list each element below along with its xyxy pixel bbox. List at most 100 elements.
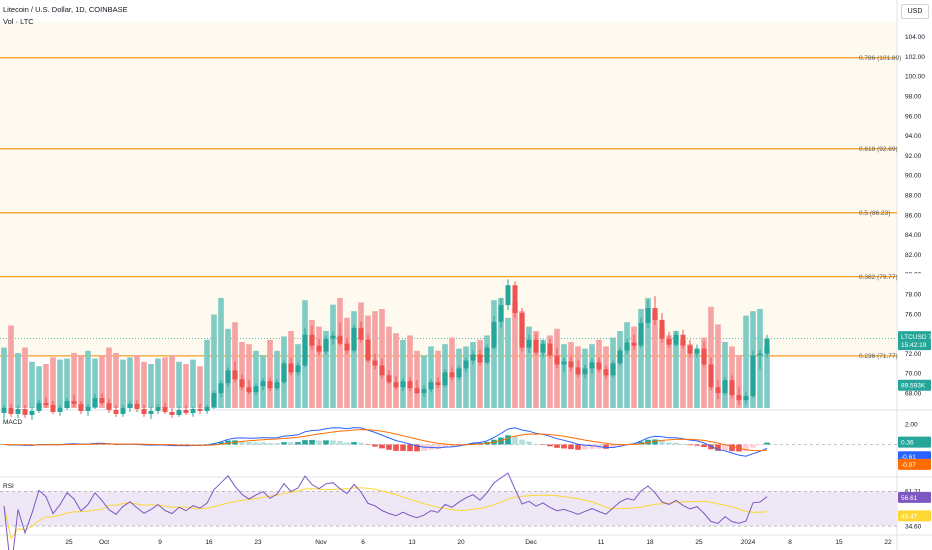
macd-histogram-bar xyxy=(365,444,371,445)
candle-body xyxy=(99,398,105,404)
volume-bar xyxy=(645,298,651,408)
price-tick-label: 82.00 xyxy=(905,252,922,259)
candle-body xyxy=(379,365,385,376)
macd-histogram-bar xyxy=(757,444,763,446)
macd-histogram-bar xyxy=(309,439,315,445)
macd-histogram-bar xyxy=(253,442,259,445)
candle-body xyxy=(1,408,7,413)
time-tick-label: 11 xyxy=(598,539,605,546)
candle-body xyxy=(554,355,560,365)
volume-bar xyxy=(708,306,714,408)
candle-body xyxy=(666,338,672,345)
macd-tick-label: 2.00 xyxy=(905,421,918,428)
candle-body xyxy=(526,339,532,348)
candle-body xyxy=(190,408,196,413)
volume-bar xyxy=(498,298,504,408)
volume-bar xyxy=(743,315,749,408)
volume-bar xyxy=(190,359,196,408)
volume-bar xyxy=(197,366,203,408)
candle-body xyxy=(414,388,420,394)
macd-histogram-bar xyxy=(281,442,287,445)
candle-body xyxy=(253,386,259,393)
fib-level-label: 0.382 (79.77) xyxy=(859,274,898,281)
candle-body xyxy=(435,382,441,386)
candle-body xyxy=(288,363,294,373)
candle-body xyxy=(652,308,658,320)
price-tick-label: 84.00 xyxy=(905,232,922,239)
high-price-tag-text: High 79.54 xyxy=(901,276,932,283)
macd-histogram-bar xyxy=(610,444,616,448)
volume-bar xyxy=(204,339,210,408)
volume-bar xyxy=(155,358,161,408)
macd-histogram-bar xyxy=(547,444,553,447)
macd-histogram-bar xyxy=(330,440,336,445)
macd-histogram-bar xyxy=(379,444,385,449)
volume-bar xyxy=(22,347,28,408)
macd-histogram-bar xyxy=(498,437,504,445)
volume-bar xyxy=(470,342,476,408)
macd-histogram-bar xyxy=(435,444,441,450)
candle-body xyxy=(729,380,735,396)
volume-bar xyxy=(421,355,427,408)
volume-bar xyxy=(134,355,140,408)
volume-legend: Vol · LTC xyxy=(3,17,34,26)
volume-bar xyxy=(57,359,63,408)
volume-bar xyxy=(218,298,224,408)
time-tick-label: 23 xyxy=(254,539,262,546)
candle-body xyxy=(106,403,112,410)
candle-body xyxy=(316,345,322,352)
volume-bar xyxy=(428,346,434,408)
volume-bar xyxy=(50,357,56,408)
macd-histogram-bar xyxy=(687,444,693,446)
candle-body xyxy=(225,370,231,384)
last-price-tag-text: 15:42:19 xyxy=(901,342,927,349)
volume-bar xyxy=(337,298,343,408)
price-tick-label: 70.00 xyxy=(905,371,922,378)
volume-bar xyxy=(183,364,189,408)
volume-bar xyxy=(414,350,420,408)
candle-body xyxy=(400,381,406,388)
candle-body xyxy=(680,334,686,346)
macd-histogram-bar xyxy=(743,444,749,451)
candle-body xyxy=(337,335,343,344)
candle-body xyxy=(8,408,14,414)
time-tick-label: Dec xyxy=(525,539,537,546)
volume-bar xyxy=(71,353,77,408)
macd-histogram-bar xyxy=(267,443,273,445)
candle-body xyxy=(267,381,273,389)
volume-bar xyxy=(568,342,574,408)
currency-button[interactable]: USD xyxy=(901,4,929,19)
candle-body xyxy=(134,404,140,409)
candle-body xyxy=(736,395,742,401)
macd-histogram-bar xyxy=(673,442,679,445)
candle-body xyxy=(512,285,518,313)
volume-bar xyxy=(652,313,658,408)
macd-histogram-bar xyxy=(337,441,343,445)
candle-body xyxy=(246,387,252,393)
candle-body xyxy=(442,372,448,386)
candle-body xyxy=(407,381,413,389)
candle-body xyxy=(43,403,49,406)
price-tick-label: 100.00 xyxy=(905,74,925,81)
macd-histogram-bar xyxy=(617,444,623,447)
candle-body xyxy=(589,362,595,369)
macd-histogram-bar xyxy=(701,444,707,448)
candle-body xyxy=(694,348,700,354)
volume-bar xyxy=(316,326,322,408)
macd-histogram-bar xyxy=(442,444,448,448)
rsi-value-tag-text: 56.61 xyxy=(901,495,918,502)
volume-bar xyxy=(477,339,483,408)
time-tick-label: 20 xyxy=(457,539,465,546)
macd-histogram-bar xyxy=(589,444,595,449)
macd-histogram-bar xyxy=(288,442,294,445)
candle-body xyxy=(183,409,189,413)
macd-histogram-bar xyxy=(106,444,112,445)
candle-body xyxy=(218,383,224,394)
time-tick-label: 22 xyxy=(884,539,892,546)
candle-body xyxy=(22,408,28,415)
volume-bar xyxy=(120,359,126,408)
candle-body xyxy=(295,365,301,373)
macd-histogram-bar xyxy=(659,440,665,445)
macd-histogram-bar xyxy=(715,444,721,451)
